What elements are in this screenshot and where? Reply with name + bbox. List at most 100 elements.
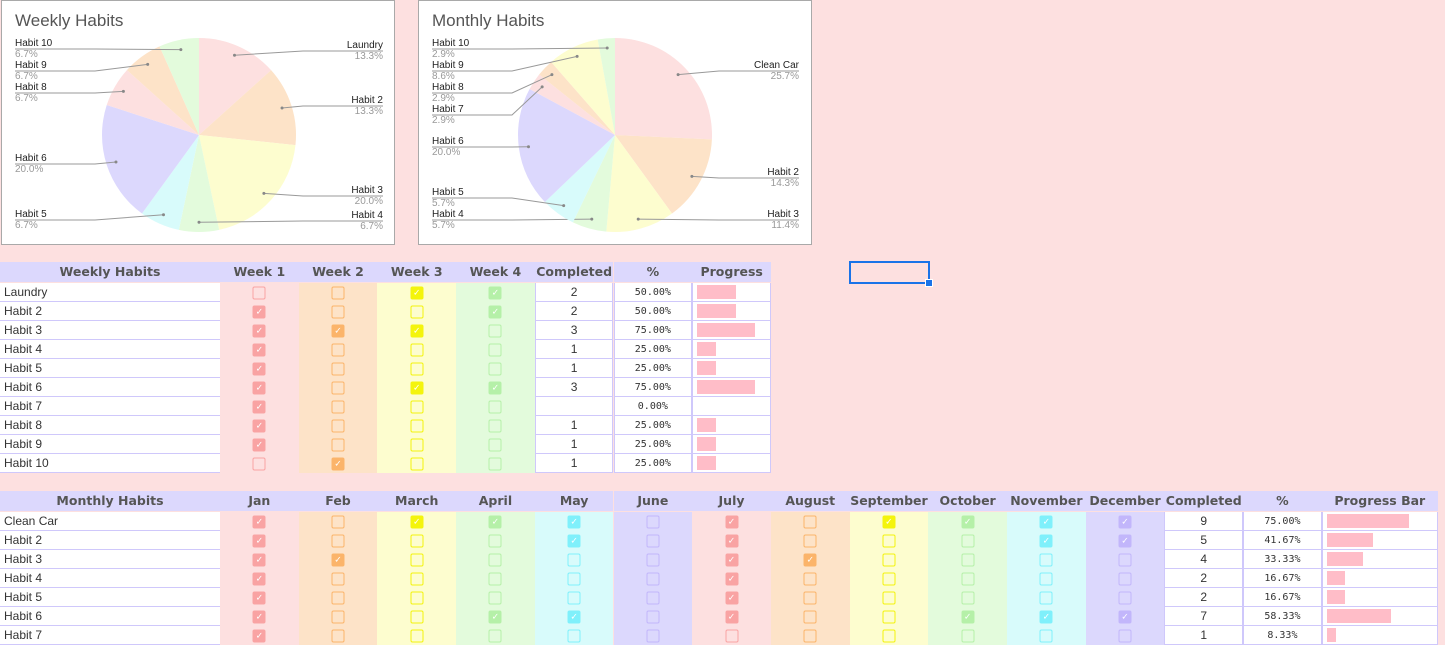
checkbox-unchecked[interactable] — [410, 553, 423, 566]
checkbox-checked[interactable]: ✓ — [253, 591, 266, 604]
checkbox-unchecked[interactable] — [568, 591, 581, 604]
checkbox-checked[interactable]: ✓ — [882, 515, 895, 528]
checkbox-checked[interactable]: ✓ — [725, 553, 738, 566]
checkbox-unchecked[interactable] — [410, 610, 423, 623]
checkbox-unchecked[interactable] — [332, 572, 345, 585]
checkbox-unchecked[interactable] — [332, 629, 345, 642]
checkbox-unchecked[interactable] — [332, 343, 345, 356]
checkbox-unchecked[interactable] — [804, 515, 817, 528]
checkbox-checked[interactable]: ✓ — [489, 381, 502, 394]
habit-name[interactable]: Laundry — [0, 283, 220, 302]
checkbox-checked[interactable]: ✓ — [253, 534, 266, 547]
checkbox-unchecked[interactable] — [725, 629, 738, 642]
checkbox-checked[interactable]: ✓ — [489, 305, 502, 318]
checkbox-unchecked[interactable] — [332, 610, 345, 623]
habit-name[interactable]: Habit 2 — [0, 302, 220, 321]
checkbox-unchecked[interactable] — [332, 419, 345, 432]
checkbox-checked[interactable]: ✓ — [253, 610, 266, 623]
checkbox-unchecked[interactable] — [332, 438, 345, 451]
checkbox-checked[interactable]: ✓ — [253, 553, 266, 566]
checkbox-unchecked[interactable] — [332, 362, 345, 375]
checkbox-unchecked[interactable] — [882, 572, 895, 585]
checkbox-unchecked[interactable] — [882, 553, 895, 566]
checkbox-unchecked[interactable] — [882, 610, 895, 623]
checkbox-checked[interactable]: ✓ — [961, 610, 974, 623]
checkbox-unchecked[interactable] — [253, 457, 266, 470]
checkbox-unchecked[interactable] — [568, 553, 581, 566]
checkbox-checked[interactable]: ✓ — [489, 610, 502, 623]
habit-name[interactable]: Clean Car — [0, 512, 220, 531]
checkbox-unchecked[interactable] — [804, 610, 817, 623]
checkbox-unchecked[interactable] — [410, 305, 423, 318]
selected-cell[interactable] — [849, 261, 930, 284]
checkbox-unchecked[interactable] — [332, 381, 345, 394]
checkbox-checked[interactable]: ✓ — [725, 610, 738, 623]
habit-name[interactable]: Habit 7 — [0, 626, 220, 645]
checkbox-unchecked[interactable] — [332, 286, 345, 299]
checkbox-unchecked[interactable] — [410, 591, 423, 604]
checkbox-unchecked[interactable] — [489, 629, 502, 642]
checkbox-unchecked[interactable] — [568, 629, 581, 642]
checkbox-unchecked[interactable] — [646, 629, 659, 642]
checkbox-unchecked[interactable] — [489, 553, 502, 566]
checkbox-unchecked[interactable] — [961, 591, 974, 604]
habit-name[interactable]: Habit 10 — [0, 454, 220, 473]
checkbox-checked[interactable]: ✓ — [489, 515, 502, 528]
checkbox-checked[interactable]: ✓ — [725, 534, 738, 547]
checkbox-unchecked[interactable] — [489, 362, 502, 375]
checkbox-unchecked[interactable] — [1119, 572, 1132, 585]
checkbox-unchecked[interactable] — [489, 419, 502, 432]
checkbox-checked[interactable]: ✓ — [1119, 610, 1132, 623]
checkbox-checked[interactable]: ✓ — [568, 515, 581, 528]
habit-name[interactable]: Habit 6 — [0, 607, 220, 626]
checkbox-unchecked[interactable] — [804, 534, 817, 547]
checkbox-unchecked[interactable] — [410, 438, 423, 451]
checkbox-checked[interactable]: ✓ — [725, 515, 738, 528]
checkbox-unchecked[interactable] — [646, 591, 659, 604]
checkbox-unchecked[interactable] — [410, 629, 423, 642]
checkbox-unchecked[interactable] — [961, 572, 974, 585]
checkbox-unchecked[interactable] — [882, 591, 895, 604]
checkbox-unchecked[interactable] — [489, 400, 502, 413]
checkbox-unchecked[interactable] — [410, 457, 423, 470]
checkbox-unchecked[interactable] — [646, 515, 659, 528]
checkbox-unchecked[interactable] — [332, 515, 345, 528]
checkbox-checked[interactable]: ✓ — [1040, 515, 1053, 528]
checkbox-unchecked[interactable] — [646, 534, 659, 547]
habit-name[interactable]: Habit 7 — [0, 397, 220, 416]
checkbox-unchecked[interactable] — [961, 553, 974, 566]
checkbox-checked[interactable]: ✓ — [568, 610, 581, 623]
checkbox-checked[interactable]: ✓ — [253, 438, 266, 451]
checkbox-checked[interactable]: ✓ — [1040, 610, 1053, 623]
checkbox-unchecked[interactable] — [332, 591, 345, 604]
checkbox-unchecked[interactable] — [1119, 629, 1132, 642]
checkbox-checked[interactable]: ✓ — [568, 534, 581, 547]
checkbox-checked[interactable]: ✓ — [1040, 534, 1053, 547]
checkbox-unchecked[interactable] — [1040, 572, 1053, 585]
checkbox-checked[interactable]: ✓ — [489, 286, 502, 299]
habit-name[interactable]: Habit 8 — [0, 416, 220, 435]
checkbox-unchecked[interactable] — [410, 572, 423, 585]
checkbox-unchecked[interactable] — [804, 591, 817, 604]
checkbox-checked[interactable]: ✓ — [332, 553, 345, 566]
checkbox-checked[interactable]: ✓ — [1119, 515, 1132, 528]
checkbox-unchecked[interactable] — [646, 572, 659, 585]
checkbox-checked[interactable]: ✓ — [253, 305, 266, 318]
checkbox-unchecked[interactable] — [804, 572, 817, 585]
checkbox-unchecked[interactable] — [882, 534, 895, 547]
checkbox-unchecked[interactable] — [568, 572, 581, 585]
checkbox-unchecked[interactable] — [332, 305, 345, 318]
checkbox-checked[interactable]: ✓ — [1119, 534, 1132, 547]
habit-name[interactable]: Habit 3 — [0, 550, 220, 569]
habit-name[interactable]: Habit 5 — [0, 359, 220, 378]
checkbox-unchecked[interactable] — [489, 343, 502, 356]
checkbox-unchecked[interactable] — [489, 534, 502, 547]
checkbox-unchecked[interactable] — [804, 629, 817, 642]
checkbox-checked[interactable]: ✓ — [410, 286, 423, 299]
checkbox-checked[interactable]: ✓ — [253, 515, 266, 528]
habit-name[interactable]: Habit 3 — [0, 321, 220, 340]
checkbox-unchecked[interactable] — [489, 591, 502, 604]
checkbox-checked[interactable]: ✓ — [253, 362, 266, 375]
checkbox-unchecked[interactable] — [410, 362, 423, 375]
